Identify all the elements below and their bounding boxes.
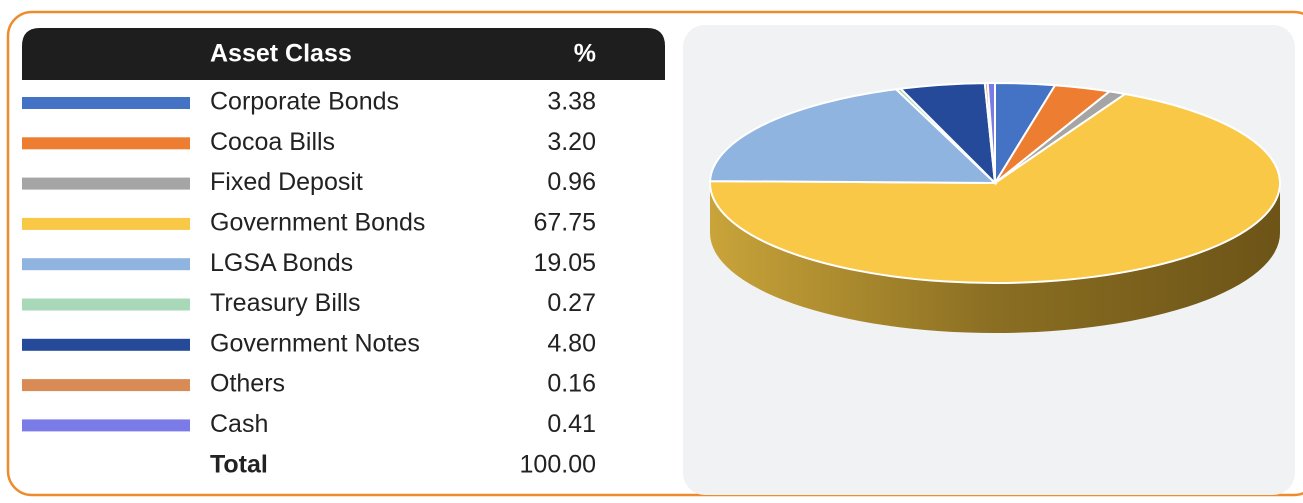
asset-name: Cash [210, 410, 268, 438]
asset-name: LGSA Bonds [210, 249, 353, 277]
legend-swatch [22, 298, 190, 311]
asset-value: 0.96 [547, 168, 596, 196]
asset-value: 3.38 [547, 88, 596, 116]
asset-name: Cocoa Bills [210, 128, 335, 156]
legend-swatch [22, 258, 190, 271]
asset-value: 19.05 [533, 249, 596, 277]
asset-value: 67.75 [533, 209, 596, 237]
asset-value: 4.80 [547, 329, 596, 357]
legend-swatch [22, 137, 190, 150]
pie-slice [708, 88, 998, 185]
legend-swatch [22, 379, 190, 392]
asset-name: Government Notes [210, 329, 420, 357]
legend-swatch [22, 338, 190, 351]
asset-value: 0.27 [547, 289, 596, 317]
asset-name: Fixed Deposit [210, 168, 363, 196]
header-value: % [574, 40, 596, 68]
asset-name: Treasury Bills [210, 289, 361, 317]
asset-value: 0.16 [547, 370, 596, 398]
table-header [22, 28, 665, 80]
frame [6, 10, 1303, 497]
legend-swatch [22, 97, 190, 109]
legend-swatch [22, 177, 190, 190]
total-name: Total [210, 450, 268, 478]
total-value: 100.00 [520, 450, 596, 478]
legend-swatch [22, 419, 190, 432]
pie-slice [709, 92, 1281, 284]
asset-name: Others [210, 370, 285, 398]
pie-side [710, 183, 1280, 333]
asset-name: Corporate Bonds [210, 88, 399, 116]
header-name: Asset Class [210, 40, 352, 68]
legend-swatch [22, 217, 190, 230]
asset-value: 3.20 [547, 128, 596, 156]
asset-value: 0.41 [547, 410, 596, 438]
asset-name: Government Bonds [210, 209, 425, 237]
pie-slice [986, 81, 996, 184]
